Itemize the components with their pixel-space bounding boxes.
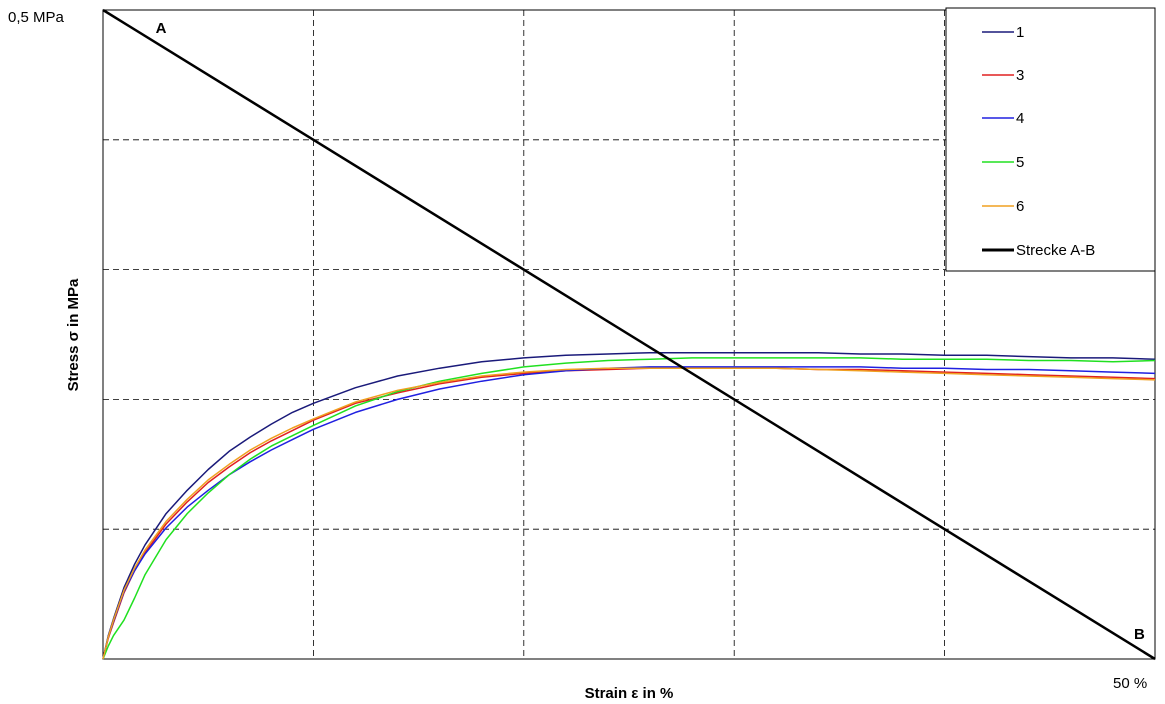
series-lines [102, 8, 1156, 661]
legend-entry-4: 4 [982, 110, 1024, 127]
series-line-1 [102, 351, 1156, 660]
series-line-strecke-a-b [102, 8, 1156, 661]
legend-label-strecke-a-b: Strecke A-B [1016, 242, 1095, 259]
y-axis-title: Stress σ in MPa [65, 278, 82, 391]
plot-area-frame [102, 9, 1156, 660]
legend-label-4: 4 [1016, 110, 1024, 127]
series-line-5 [102, 357, 1156, 660]
grid-lines [103, 10, 1155, 659]
series-line-3 [102, 367, 1156, 660]
legend-box [945, 7, 1156, 272]
legend-label-1: 1 [1016, 24, 1024, 41]
point-label-b: B [1134, 626, 1145, 643]
legend-label-3: 3 [1016, 67, 1024, 84]
series-line-4 [102, 366, 1156, 660]
legend-entry-6: 6 [982, 198, 1024, 215]
legend-label-5: 5 [1016, 154, 1024, 171]
series-line-6 [102, 367, 1156, 660]
legend-entry-strecke-a-b: Strecke A-B [982, 242, 1095, 259]
y-axis-max-tick-label: 0,5 MPa [8, 9, 65, 26]
legend-label-6: 6 [1016, 198, 1024, 215]
legend: 1 3 4 5 6 Strecke A-B [945, 7, 1156, 272]
x-axis-max-tick-label: 50 % [1113, 675, 1147, 692]
legend-entry-1: 1 [982, 24, 1024, 41]
legend-entry-3: 3 [982, 67, 1024, 84]
point-label-a: A [156, 20, 167, 37]
legend-entry-5: 5 [982, 154, 1024, 171]
x-axis-title: Strain ε in % [585, 685, 674, 702]
